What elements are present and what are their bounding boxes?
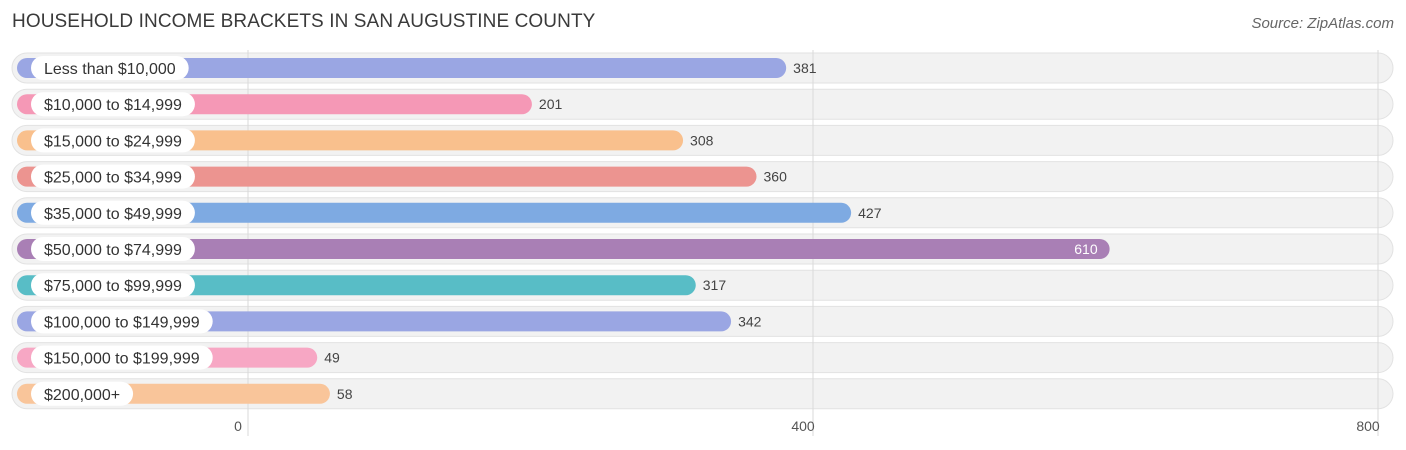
category-pill [31,164,195,189]
bar-track [11,378,1394,410]
value-label: 58 [337,386,353,402]
category-label: $15,000 to $24,999 [44,133,182,150]
bar-track [11,342,1394,374]
chart-title: HOUSEHOLD INCOME BRACKETS IN SAN AUGUSTI… [12,11,596,32]
value-label: 201 [539,96,563,112]
x-tick-label: 800 [1356,418,1380,434]
x-tick-label: 0 [234,418,242,434]
value-label: 342 [738,313,762,329]
value-label: 381 [793,60,817,76]
category-label: $75,000 to $99,999 [44,278,182,295]
bar [17,239,1110,259]
value-label: 427 [858,205,882,221]
category-pill [31,128,195,153]
category-pill [31,273,195,298]
bar [17,58,787,78]
category-label: $25,000 to $34,999 [44,170,182,187]
category-label: $35,000 to $49,999 [44,206,182,223]
category-label: Less than $10,000 [44,61,176,78]
category-label: $150,000 to $199,999 [44,351,200,368]
category-pill [31,381,134,406]
category-pill [31,237,195,261]
category-label: $100,000 to $149,999 [44,314,200,331]
value-label: 360 [764,169,788,185]
category-label: $10,000 to $14,999 [44,97,182,114]
category-pill [31,345,213,370]
category-pill [31,56,189,80]
category-pill [31,200,195,225]
category-label: $50,000 to $74,999 [44,242,182,259]
category-pill [31,309,213,334]
bar [17,166,757,187]
value-label: 610 [1074,241,1098,257]
source-credit: Source: ZipAtlas.com [1251,15,1394,32]
category-pill [31,92,195,117]
x-tick-label: 400 [791,418,815,434]
value-label: 308 [690,132,714,148]
value-label: 49 [324,350,340,366]
bar [17,202,852,223]
value-label: 317 [703,277,727,293]
category-label: $200,000+ [44,387,120,404]
